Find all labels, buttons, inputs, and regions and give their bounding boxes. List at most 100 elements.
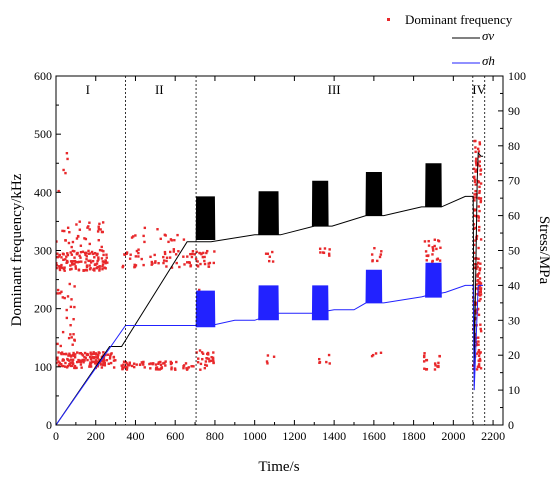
x-tick-label: 1400 xyxy=(322,429,346,443)
data-point xyxy=(102,250,105,253)
data-point xyxy=(100,257,104,260)
data-point xyxy=(209,359,213,362)
data-point xyxy=(479,200,482,204)
data-point xyxy=(133,265,137,268)
data-point xyxy=(157,361,161,364)
data-point xyxy=(478,365,481,369)
x-tick-label: 600 xyxy=(166,429,184,443)
data-point xyxy=(61,229,64,233)
x-tick-label: 400 xyxy=(126,429,144,443)
data-point xyxy=(203,259,206,263)
y-tick-label: 100 xyxy=(34,360,52,374)
data-point xyxy=(98,267,101,270)
data-point xyxy=(57,255,60,258)
data-point xyxy=(100,245,103,249)
data-point xyxy=(134,264,138,267)
data-point xyxy=(208,360,211,363)
data-point xyxy=(476,214,479,218)
data-point xyxy=(213,250,216,253)
data-point xyxy=(79,359,82,362)
data-point xyxy=(473,214,476,217)
y2-tick-label: 100 xyxy=(508,69,526,83)
data-point xyxy=(477,229,481,232)
data-point xyxy=(206,351,210,355)
data-point xyxy=(148,362,151,366)
data-point xyxy=(60,351,64,354)
data-point xyxy=(370,354,374,358)
data-point xyxy=(84,237,88,241)
data-point xyxy=(95,266,98,270)
data-point xyxy=(77,360,80,363)
data-point xyxy=(62,364,65,368)
data-point xyxy=(159,367,163,370)
data-point xyxy=(97,353,100,357)
data-point xyxy=(196,361,200,364)
data-point xyxy=(478,225,481,229)
data-point xyxy=(182,238,186,241)
data-point xyxy=(371,259,374,262)
x-tick-label: 1000 xyxy=(243,429,267,443)
data-point xyxy=(125,366,129,369)
data-point xyxy=(85,255,88,258)
data-point xyxy=(199,262,202,266)
data-point xyxy=(194,257,198,261)
data-point xyxy=(57,360,60,363)
data-point xyxy=(477,343,480,346)
data-point xyxy=(318,247,322,250)
data-point xyxy=(92,252,95,256)
data-point xyxy=(478,299,481,303)
data-point xyxy=(88,355,92,359)
data-point xyxy=(102,253,105,257)
data-point xyxy=(84,356,87,360)
data-point xyxy=(477,261,480,264)
data-point xyxy=(100,363,103,366)
data-point xyxy=(380,250,383,253)
data-point xyxy=(76,351,79,354)
data-point xyxy=(75,360,79,364)
data-point xyxy=(76,234,80,238)
data-point xyxy=(195,250,198,253)
data-point xyxy=(56,358,59,361)
data-point xyxy=(431,260,434,263)
data-point xyxy=(83,237,86,240)
data-point xyxy=(97,258,100,261)
data-point xyxy=(200,252,203,256)
data-point xyxy=(65,261,68,265)
data-point xyxy=(77,260,81,264)
data-point xyxy=(121,365,124,369)
data-point xyxy=(472,251,476,255)
data-point xyxy=(71,240,75,244)
data-point xyxy=(266,354,270,357)
data-point xyxy=(69,324,72,327)
data-point xyxy=(70,336,73,339)
y-tick-label: 400 xyxy=(34,185,52,199)
x-tick-label: 200 xyxy=(87,429,105,443)
data-point xyxy=(328,248,331,251)
data-point xyxy=(207,262,210,265)
data-point xyxy=(102,357,106,360)
data-point xyxy=(56,264,59,267)
data-point xyxy=(135,249,139,253)
data-point xyxy=(62,352,66,356)
data-point xyxy=(69,268,72,271)
data-point xyxy=(325,360,328,364)
data-point xyxy=(439,246,442,249)
data-point xyxy=(94,263,97,267)
data-point xyxy=(169,360,173,364)
data-point xyxy=(183,263,186,266)
data-point xyxy=(81,354,85,357)
data-point xyxy=(477,348,481,352)
data-point xyxy=(77,358,80,362)
data-point xyxy=(60,290,63,293)
data-point xyxy=(319,251,322,254)
data-point xyxy=(133,263,136,267)
data-point xyxy=(70,267,73,271)
data-point xyxy=(112,366,116,369)
data-point xyxy=(74,265,77,268)
data-point xyxy=(373,246,376,250)
data-point xyxy=(103,266,106,269)
data-point xyxy=(128,361,131,364)
data-point xyxy=(212,361,215,365)
data-point xyxy=(212,261,215,265)
data-point xyxy=(205,356,208,360)
